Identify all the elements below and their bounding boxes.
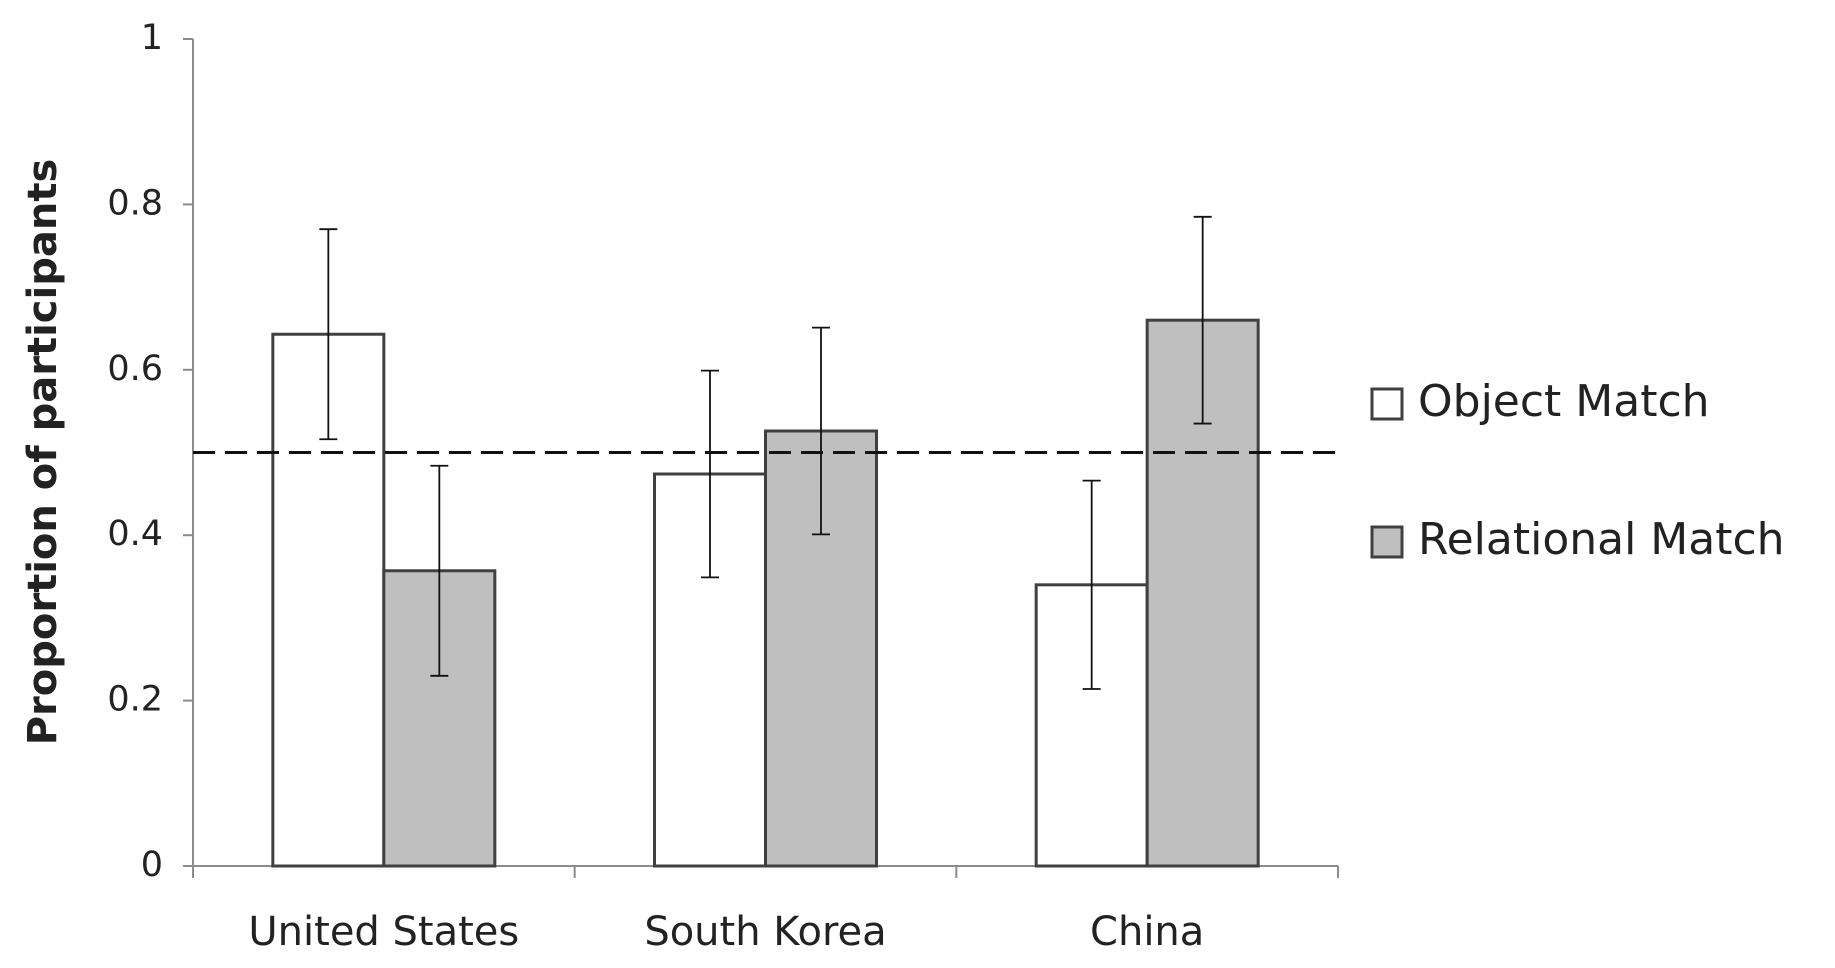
y-tick-label: 0.2 bbox=[107, 680, 163, 720]
y-tick-label: 1 bbox=[141, 18, 163, 58]
legend-label: Relational Match bbox=[1418, 514, 1785, 565]
y-tick-label: 0 bbox=[141, 845, 163, 885]
y-tick-label: 0.8 bbox=[107, 183, 163, 223]
y-axis-title: Proportion of participants bbox=[20, 159, 66, 746]
y-tick-label: 0.4 bbox=[107, 514, 163, 554]
y-tick-label: 0.6 bbox=[107, 349, 163, 389]
legend-swatch bbox=[1370, 525, 1404, 559]
x-tick-label: South Korea bbox=[644, 909, 886, 955]
x-tick-label: China bbox=[1090, 909, 1204, 955]
x-tick-label: United States bbox=[248, 909, 519, 955]
legend-swatch bbox=[1370, 387, 1404, 421]
legend-label: Object Match bbox=[1418, 376, 1710, 427]
